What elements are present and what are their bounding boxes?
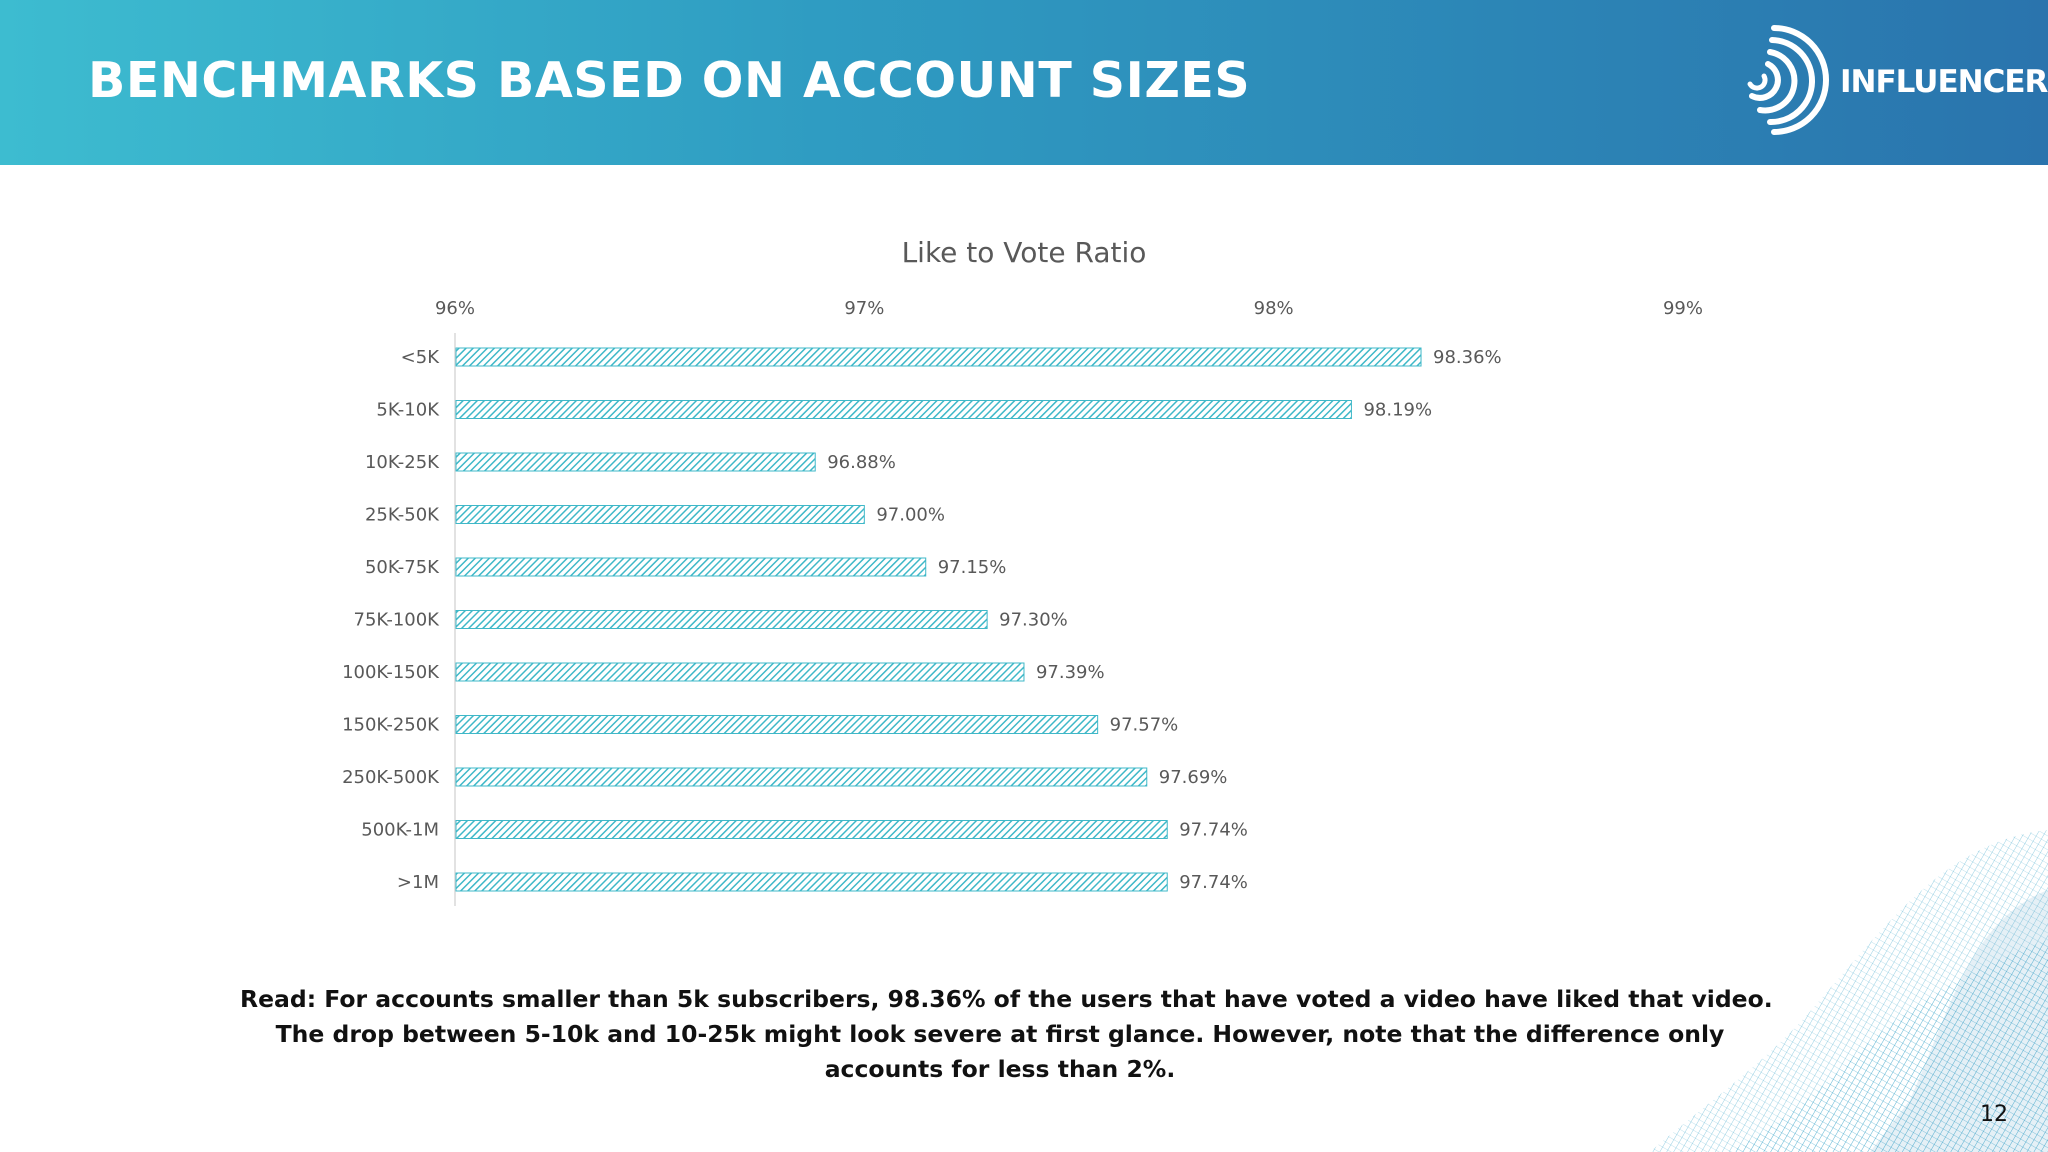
data-label: 98.36% xyxy=(1433,347,1502,368)
category-label: 75K-100K xyxy=(354,610,441,631)
data-label: 97.30% xyxy=(999,610,1068,631)
data-label: 98.19% xyxy=(1363,400,1432,421)
data-label: 97.00% xyxy=(876,505,945,526)
footnote-line-3: accounts for less than 2%. xyxy=(824,1055,1176,1083)
x-tick-label: 96% xyxy=(435,298,475,319)
data-label: 97.15% xyxy=(938,557,1007,578)
data-label: 97.74% xyxy=(1179,872,1248,893)
bar xyxy=(455,557,927,577)
bar xyxy=(455,872,1168,892)
x-tick-label: 97% xyxy=(844,298,884,319)
brand-logo: INFLUENCERDB xyxy=(1740,24,2048,144)
x-tick-label: 99% xyxy=(1663,298,1703,319)
bar xyxy=(455,347,1422,367)
footnote: Read: For accounts smaller than 5k subsc… xyxy=(240,982,1773,1087)
page-number: 12 xyxy=(1980,1102,2008,1127)
footnote-line-2: The drop between 5-10k and 10-25k might … xyxy=(275,1020,1725,1048)
category-label: 100K-150K xyxy=(342,662,440,683)
bar xyxy=(455,820,1168,839)
x-tick-label: 98% xyxy=(1254,298,1294,319)
category-label: >1M xyxy=(397,872,439,893)
category-label: 10K-25K xyxy=(365,452,440,473)
category-label: 25K-50K xyxy=(365,505,440,526)
footnote-line-1: Read: For accounts smaller than 5k subsc… xyxy=(240,985,1773,1013)
page-title: BENCHMARKS BASED ON ACCOUNT SIZES xyxy=(88,52,1251,109)
category-label: <5K xyxy=(401,347,441,368)
bar xyxy=(455,505,865,524)
bar xyxy=(455,610,988,629)
data-label: 97.39% xyxy=(1036,662,1105,683)
bar xyxy=(455,400,1352,419)
brand-name: INFLUENCER xyxy=(1840,64,2048,100)
decorative-wave-mesh xyxy=(1650,830,2048,1152)
category-label: 5K-10K xyxy=(376,400,440,421)
bar xyxy=(455,452,816,472)
bar xyxy=(455,767,1148,787)
signal-arcs-icon xyxy=(1747,25,1829,135)
category-label: 150K-250K xyxy=(342,715,440,736)
chart-title: Like to Vote Ratio xyxy=(902,236,1147,269)
category-label: 250K-500K xyxy=(342,767,440,788)
bar xyxy=(455,662,1025,682)
data-label: 97.69% xyxy=(1159,767,1228,788)
data-label: 97.74% xyxy=(1179,820,1248,841)
bar xyxy=(455,715,1099,734)
category-label: 500K-1M xyxy=(361,820,439,841)
data-label: 97.57% xyxy=(1110,715,1179,736)
header-bar: BENCHMARKS BASED ON ACCOUNT SIZES INFLUE… xyxy=(0,0,2048,165)
category-label: 50K-75K xyxy=(365,557,440,578)
data-label: 96.88% xyxy=(827,452,896,473)
